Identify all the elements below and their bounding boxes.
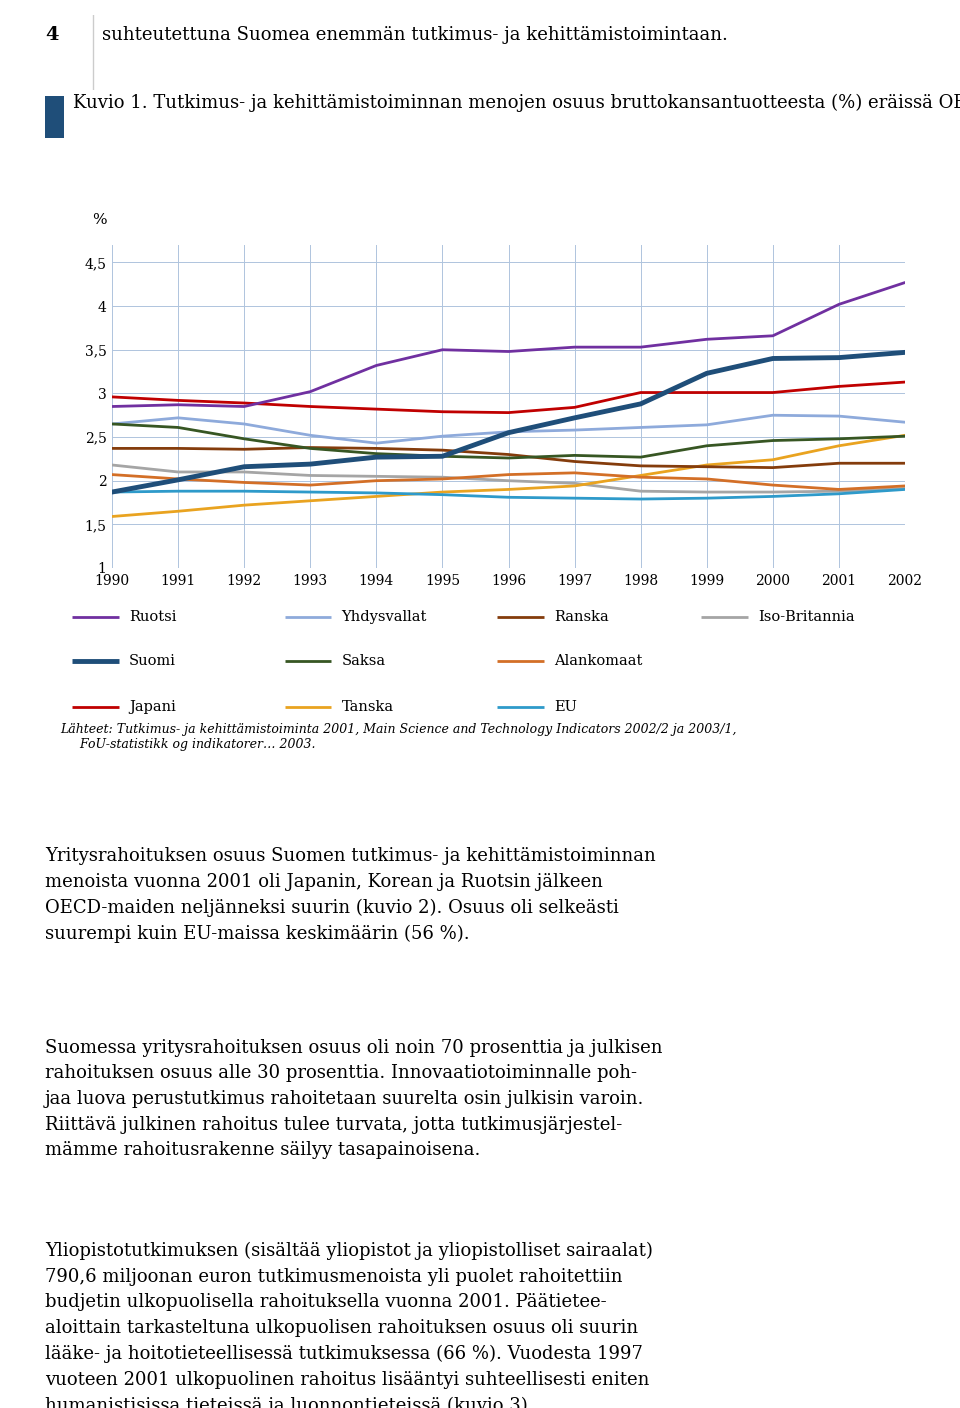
Text: Iso-Britannia: Iso-Britannia	[758, 610, 854, 624]
Text: suhteutettuna Suomea enemmän tutkimus- ja kehittämistoimintaan.: suhteutettuna Suomea enemmän tutkimus- j…	[102, 27, 728, 44]
Text: Yritysrahoituksen osuus Suomen tutkimus- ja kehittämistoiminnan
menoista vuonna : Yritysrahoituksen osuus Suomen tutkimus-…	[45, 848, 656, 943]
Text: Kuvio 1. Tutkimus- ja kehittämistoiminnan menojen osuus bruttokansantuotteesta (: Kuvio 1. Tutkimus- ja kehittämistoiminna…	[73, 93, 960, 111]
Text: Ranska: Ranska	[554, 610, 609, 624]
Text: EU: EU	[554, 700, 577, 714]
Text: Ruotsi: Ruotsi	[129, 610, 177, 624]
Text: Lähteet: Tutkimus- ja kehittämistoiminta 2001, Main Science and Technology Indic: Lähteet: Tutkimus- ja kehittämistoiminta…	[60, 722, 736, 750]
Text: %: %	[92, 213, 107, 227]
Text: Yliopistotutkimuksen (sisältää yliopistot ja yliopistolliset sairaalat)
790,6 mi: Yliopistotutkimuksen (sisältää yliopisto…	[45, 1242, 653, 1408]
Text: Saksa: Saksa	[342, 653, 386, 667]
Text: 4: 4	[45, 27, 59, 44]
Text: Suomi: Suomi	[129, 653, 176, 667]
Bar	[45, 96, 64, 138]
Text: Japani: Japani	[129, 700, 176, 714]
Text: Suomessa yritysrahoituksen osuus oli noin 70 prosenttia ja julkisen
rahoituksen : Suomessa yritysrahoituksen osuus oli noi…	[45, 1039, 662, 1159]
Text: Alankomaat: Alankomaat	[554, 653, 642, 667]
Text: Yhdysvallat: Yhdysvallat	[342, 610, 427, 624]
Text: Tanska: Tanska	[342, 700, 394, 714]
